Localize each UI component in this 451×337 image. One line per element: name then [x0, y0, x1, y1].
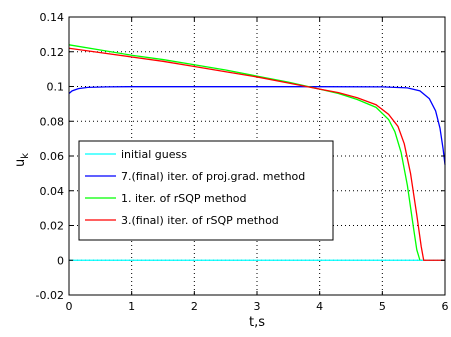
- y-tick-label: 0.1: [47, 81, 65, 94]
- x-tick-label: 0: [66, 300, 73, 313]
- x-tick-label: 3: [254, 300, 261, 313]
- x-axis-label: t,s: [249, 315, 265, 330]
- x-tick-label: 1: [128, 300, 135, 313]
- series-line-3: [68, 44, 421, 261]
- axis-ticks: [68, 16, 446, 296]
- y-axis-label-subscript: k: [20, 153, 31, 159]
- y-axis-label-group: uk: [13, 153, 31, 167]
- svg-text:uk: uk: [13, 153, 31, 167]
- y-tick-label: 0.14: [40, 11, 65, 24]
- x-tick-label: 4: [316, 300, 323, 313]
- y-tick-label: 0.06: [40, 150, 65, 163]
- y-tick-label: 0.02: [40, 220, 65, 233]
- legend-label-4: 3.(final) iter. of rSQP method: [121, 214, 279, 227]
- x-tick-label: 6: [442, 300, 449, 313]
- legend: initial guess 7.(final) iter. of proj.gra…: [78, 140, 334, 241]
- legend-label-2: 7.(final) iter. of proj.grad. method: [121, 170, 305, 183]
- y-tick-label: 0: [57, 254, 64, 267]
- x-tick-label: 2: [191, 300, 198, 313]
- data-series: [68, 44, 446, 261]
- y-tick-labels: -0.02 0 0.02 0.04 0.06 0.08 0.1 0.12 0.14: [36, 11, 64, 302]
- y-tick-label: -0.02: [36, 289, 64, 302]
- y-tick-label: 0.12: [40, 46, 65, 59]
- legend-label-3: 1. iter. of rSQP method: [121, 192, 247, 205]
- series-line-2: [68, 86, 446, 165]
- y-tick-label: 0.04: [40, 185, 65, 198]
- series-line-4: [68, 47, 445, 261]
- x-tick-labels: 0 1 2 3 4 5 6: [66, 300, 449, 313]
- y-tick-label: 0.08: [40, 115, 65, 128]
- x-tick-label: 5: [379, 300, 386, 313]
- y-axis-label: u: [13, 159, 28, 167]
- legend-label-1: initial guess: [121, 148, 187, 161]
- legend-box: [78, 140, 334, 241]
